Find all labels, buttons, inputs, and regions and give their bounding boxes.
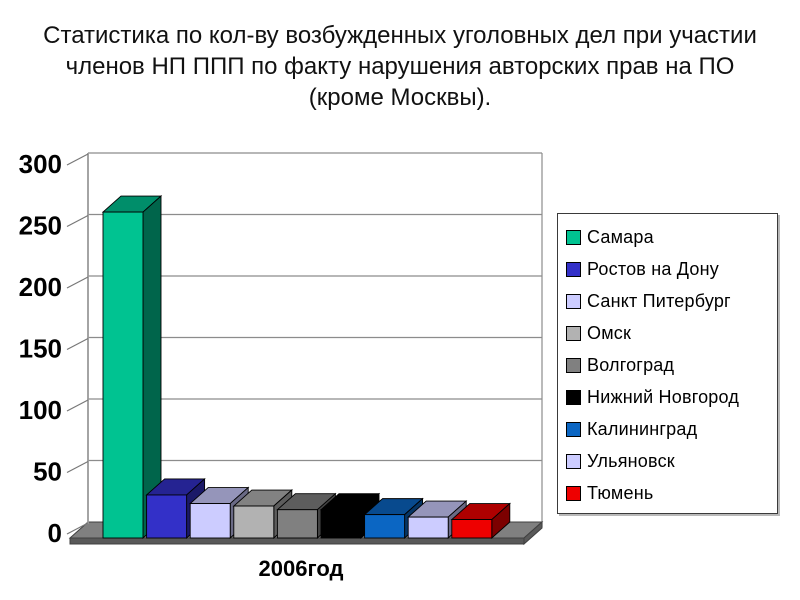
y-tick [66,337,89,351]
legend-label: Калининград [587,418,698,439]
legend-label: Омск [587,322,632,343]
bar-front-face [407,516,449,539]
y-tick [66,153,89,166]
chart-title-line-1: Статистика по кол-ву возбужденных уголов… [43,22,757,49]
legend-swatch [566,421,581,437]
chart-title-line-2: членов НП ППП по факту нарушения авторск… [65,53,735,80]
bar-front-face [233,505,275,539]
legend-label: Нижний Новгород [587,386,740,407]
y-tick-label: 50 [33,457,62,487]
y-tick [66,522,89,535]
floor-front [69,537,525,545]
legend-item: Омск [566,317,777,349]
bar-2 [145,477,206,540]
legend-swatch [566,261,581,277]
bar-front-face [320,509,362,539]
legend-item: Волгоград [566,349,777,381]
legend-item: Ростов на Дону [566,253,777,285]
legend-swatch [566,453,581,469]
y-tick-label: 200 [19,272,62,302]
legend-swatch [566,485,581,501]
legend-item: Калининград [566,413,777,445]
y-tick [66,276,89,289]
y-tick-label: 300 [19,149,62,179]
legend-item: Нижний Новгород [566,381,777,413]
legend-item: Самара [566,221,777,253]
legend-item: Тюмень [566,477,777,509]
y-tick [66,460,89,474]
y-tick-label: 100 [19,395,62,425]
legend-swatch [566,293,581,309]
bar-front-face [189,503,231,539]
legend-label: Санкт Питербург [587,290,731,311]
y-tick-label: 0 [48,518,62,548]
bar-front-face [102,211,144,539]
legend: Самара Ростов на Дону Санкт Питербург Омск В… [557,213,778,514]
legend-label: Волгоград [587,354,675,375]
legend-label: Тюмень [587,482,654,503]
chart-title-line-3: (кроме Москвы). [308,84,492,111]
y-tick [66,399,89,412]
bar-9 [450,502,511,540]
legend-swatch [566,325,581,341]
chart-title: Статистика по кол-ву возбужденных уголов… [0,20,800,113]
bar-front-face [451,519,493,539]
bar-front-face [364,514,406,539]
y-tick-label: 150 [19,334,62,364]
bar-front-face [276,509,318,539]
legend-item: Ульяновск [566,445,777,477]
y-tick-label: 250 [19,211,62,241]
floor-side [523,520,543,546]
legend-swatch [566,389,581,405]
legend-item: Санкт Питербург [566,285,777,317]
legend-label: Самара [587,226,654,247]
x-axis-label: 2006год [259,556,344,581]
legend-label: Ульяновск [587,450,675,471]
legend-swatch [566,357,581,373]
bar-4 [232,489,293,540]
legend-label: Ростов на Дону [587,258,719,279]
y-tick [66,214,89,228]
bar-front-face [146,494,188,539]
bar-1 [101,195,163,540]
legend-swatch [566,229,581,245]
